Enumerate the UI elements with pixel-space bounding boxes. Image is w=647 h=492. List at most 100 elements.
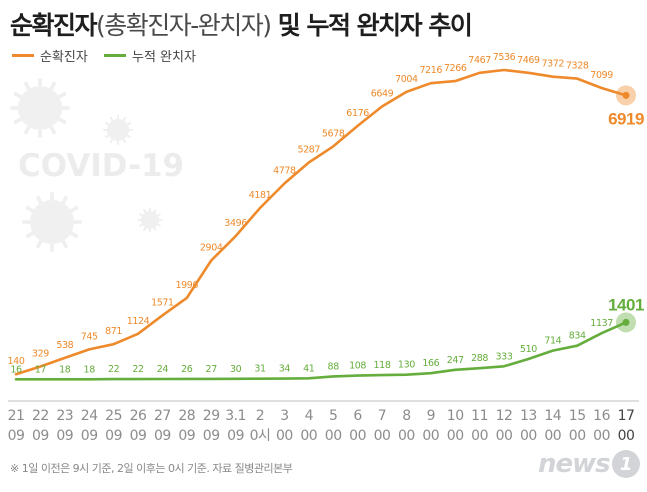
virus-spike — [23, 126, 31, 135]
x-tick-label-time: 09 — [81, 428, 98, 444]
source-logo-text: news — [538, 449, 611, 479]
virus-icon — [103, 115, 133, 145]
x-tick-label-day: 23 — [56, 408, 73, 424]
data-label: 3496 — [224, 218, 247, 229]
x-axis-labels: 2109220923092409250926092709280929093.10… — [8, 408, 635, 444]
x-tick-label-day: 25 — [105, 408, 122, 424]
virus-spike — [13, 91, 22, 99]
x-tick-label-time: 00 — [618, 428, 635, 444]
x-tick-label-day: 16 — [593, 408, 610, 424]
watermark-text: COVID-19 — [18, 148, 184, 184]
source-logo-badge: 1 — [611, 450, 640, 478]
legend-swatch-active — [12, 54, 34, 57]
virus-spike — [49, 81, 57, 90]
data-label: 1124 — [127, 316, 150, 327]
x-tick-label-time: 00 — [520, 428, 537, 444]
x-tick-label-time: 00 — [276, 428, 293, 444]
data-label: 714 — [544, 336, 561, 347]
virus-spike — [23, 81, 31, 90]
data-label: 18 — [59, 364, 71, 375]
data-label: 7099 — [590, 70, 613, 81]
data-label: 140 — [8, 356, 25, 367]
x-tick-label-day: 28 — [178, 408, 195, 424]
x-tick-label-day: 2 — [256, 408, 264, 424]
x-tick-label-day: 22 — [32, 408, 49, 424]
virus-spike — [122, 139, 127, 144]
data-label: 7469 — [517, 55, 540, 66]
end-marker-dot — [622, 91, 630, 99]
data-label: 7328 — [566, 61, 589, 72]
data-label: 2904 — [200, 243, 223, 254]
virus-spike — [153, 208, 157, 213]
virus-spike — [49, 126, 57, 135]
x-tick-label-time: 00 — [422, 428, 439, 444]
x-tick-label-time: 00 — [593, 428, 610, 444]
virus-spike — [58, 91, 67, 99]
legend-item-recovered: 누적 완치자 — [104, 46, 196, 65]
virus-spike — [109, 116, 114, 121]
x-tick-label-day: 14 — [544, 408, 561, 424]
virus-spike — [70, 231, 79, 239]
virus-spike — [104, 134, 109, 139]
chart-title: 순확진자(총확진자-완치자) 및 누적 완치자 추이 — [10, 6, 473, 42]
x-tick-label-day: 21 — [8, 408, 25, 424]
chart-title-main: 순확진자 — [10, 11, 98, 40]
data-label: 26 — [181, 364, 193, 375]
data-label: 17 — [35, 364, 47, 375]
virus-spike — [35, 195, 43, 204]
x-tick-label-time: 09 — [227, 428, 244, 444]
x-tick-label-time: 09 — [203, 428, 220, 444]
x-tick-label-time: 00 — [325, 428, 342, 444]
data-label: 7372 — [542, 59, 565, 70]
virus-spike — [157, 213, 162, 217]
x-tick-label-day: 24 — [81, 408, 98, 424]
data-label: 871 — [105, 326, 122, 337]
x-tick-label-time: 00 — [471, 428, 488, 444]
x-tick-label-time: 00 — [398, 428, 415, 444]
data-label: 7536 — [493, 52, 516, 63]
data-label: 41 — [303, 363, 315, 374]
data-label: 16 — [10, 364, 22, 375]
virus-icon — [22, 192, 82, 252]
legend-item-active: 순확진자 — [12, 46, 88, 65]
virus-spike — [70, 205, 79, 213]
series-line-active — [14, 68, 628, 376]
virus-spike — [61, 240, 69, 249]
end-marker-dot — [622, 318, 630, 326]
virus-spike — [25, 231, 34, 239]
source-logo: news 1 — [538, 449, 640, 479]
data-label: 166 — [422, 358, 439, 369]
x-tick-label-day: 15 — [569, 408, 586, 424]
x-tick-label-time: 00 — [374, 428, 391, 444]
data-label-last: 1401 — [608, 295, 644, 314]
data-label-last: 6919 — [608, 109, 644, 128]
data-label: 333 — [496, 351, 513, 362]
data-label: 745 — [81, 331, 98, 342]
data-label: 22 — [132, 364, 144, 375]
virus-spike — [109, 139, 114, 144]
data-label: 6649 — [371, 88, 394, 99]
virus-spike — [138, 213, 143, 217]
data-label: 108 — [349, 361, 366, 372]
virus-spike — [153, 227, 157, 232]
x-tick-label-time: 00 — [300, 428, 317, 444]
data-label: 538 — [56, 340, 73, 351]
x-tick-label-day: 6 — [353, 408, 362, 424]
virus-spike — [157, 223, 162, 227]
virus-spike — [143, 227, 147, 232]
data-label: 247 — [447, 355, 464, 366]
x-tick-label-day: 17 — [618, 408, 635, 424]
x-tick-label-day: 11 — [471, 408, 488, 424]
virus-spike — [35, 240, 43, 249]
virus-icon — [10, 78, 70, 138]
data-label: 27 — [206, 364, 218, 375]
x-tick-label-time: 00 — [544, 428, 561, 444]
virus-spike — [104, 121, 109, 126]
virus-spike — [13, 117, 22, 125]
data-label: 1996 — [176, 280, 199, 291]
series-line-recovered — [14, 321, 628, 381]
x-tick-label-day: 4 — [305, 408, 314, 424]
virus-icon — [137, 207, 163, 233]
x-tick-label-day: 27 — [154, 408, 171, 424]
